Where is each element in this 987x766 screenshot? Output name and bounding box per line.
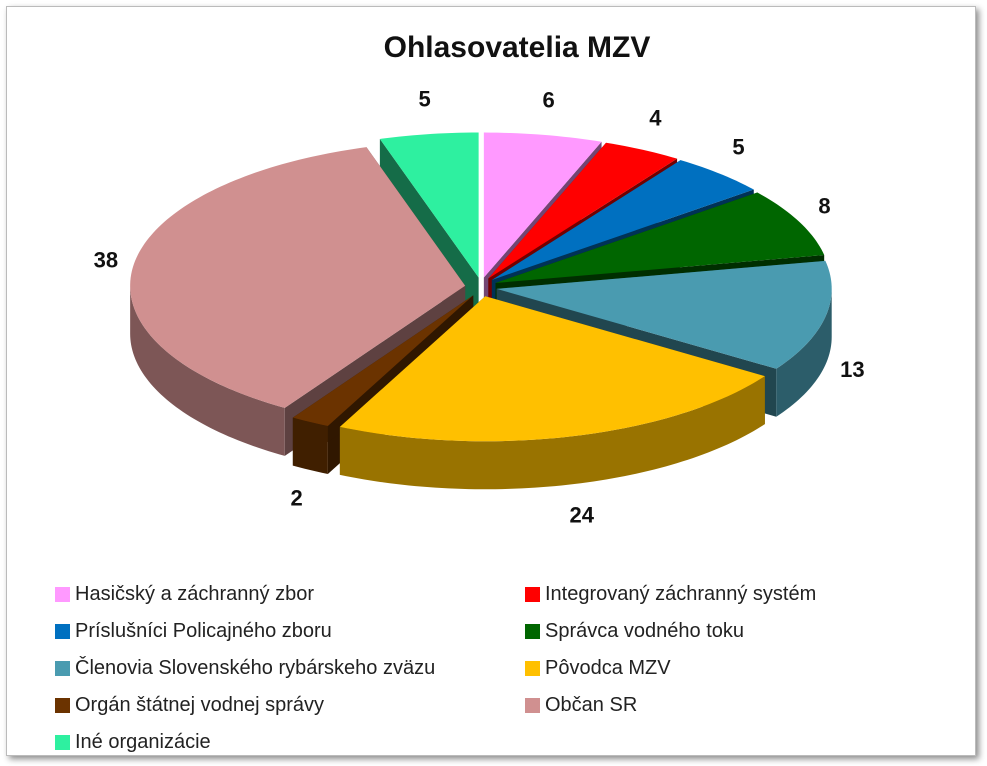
- legend-swatch: [525, 586, 540, 602]
- legend: Hasičský a záchranný zbor Integrovaný zác…: [55, 581, 955, 755]
- slice-side: [776, 288, 832, 417]
- legend-label: Správca vodného toku: [545, 619, 745, 642]
- legend-swatch: [55, 586, 70, 602]
- slice-cut: [292, 295, 474, 466]
- data-label: 4: [649, 106, 662, 131]
- legend-swatch: [55, 734, 70, 750]
- data-label: 2: [291, 485, 303, 510]
- data-label: 24: [569, 503, 594, 528]
- legend-item: Správca vodného toku: [525, 618, 955, 644]
- legend-swatch: [55, 660, 70, 676]
- slice-side: [339, 376, 765, 490]
- legend-label: Členovia Slovenského rybárskeho zväzu: [75, 656, 436, 679]
- slice: [488, 142, 678, 279]
- data-label: 6: [542, 87, 554, 112]
- legend-item: Orgán štátnej vodnej správy: [55, 692, 525, 718]
- slice: [292, 295, 474, 427]
- data-label: 13: [840, 357, 864, 382]
- legend-label: Občan SR: [545, 693, 638, 716]
- slice: [130, 147, 466, 408]
- legend-swatch: [55, 623, 70, 639]
- data-label: 5: [732, 135, 744, 160]
- legend-item: Príslušníci Policajného zboru: [55, 618, 525, 644]
- legend-label: Príslušníci Policajného zboru: [75, 619, 332, 642]
- legend-item: Iné organizácie: [55, 729, 525, 755]
- legend-item: Integrovaný záchranný systém: [525, 581, 955, 607]
- chart: Ohlasovatelia MZV 6 4 5 8 13 24 2 38 5: [94, 31, 865, 528]
- data-label: 8: [818, 194, 830, 219]
- slice: [379, 132, 479, 278]
- legend-label: Pôvodca MZV: [545, 656, 671, 679]
- slice: [339, 296, 765, 442]
- legend-label: Integrovaný záchranný systém: [545, 582, 817, 605]
- legend-swatch: [525, 697, 540, 713]
- slice: [483, 132, 602, 278]
- chart-title: Ohlasovatelia MZV: [384, 31, 651, 64]
- legend-swatch: [55, 697, 70, 713]
- legend-item: Hasičský a záchranný zbor: [55, 581, 525, 607]
- slice: [495, 192, 825, 283]
- legend-item: Pôvodca MZV: [525, 655, 955, 681]
- data-label: 38: [94, 248, 118, 273]
- legend-label: Iné organizácie: [75, 730, 211, 753]
- legend-label: Hasičský a záchranný zbor: [75, 582, 314, 605]
- slice-side: [292, 417, 328, 475]
- slice-side: [130, 285, 285, 456]
- legend-swatch: [525, 660, 540, 676]
- legend-swatch: [525, 623, 540, 639]
- slice: [496, 260, 832, 369]
- slice: [491, 160, 754, 280]
- legend-item: Občan SR: [525, 692, 955, 718]
- chart-frame: Ohlasovatelia MZV 6 4 5 8 13 24 2 38 5 Hasičský …: [6, 6, 976, 756]
- legend-item: Členovia Slovenského rybárskeho zväzu: [55, 655, 525, 681]
- legend-label: Orgán štátnej vodnej správy: [75, 693, 325, 716]
- data-label: 5: [418, 86, 430, 111]
